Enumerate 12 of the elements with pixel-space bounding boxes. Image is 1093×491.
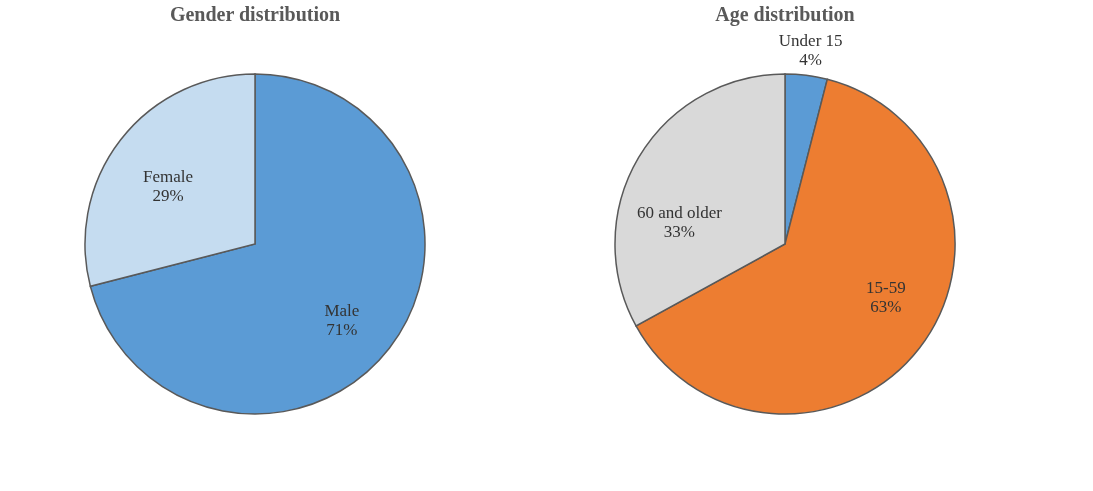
data-label: 63% bbox=[870, 296, 902, 316]
chart-title: Age distribution bbox=[715, 3, 855, 26]
data-label: 29% bbox=[152, 185, 184, 205]
chart-title: Gender distribution bbox=[169, 3, 341, 25]
slice-label: Under 15 bbox=[778, 30, 843, 50]
data-label: 4% bbox=[799, 49, 823, 69]
slice-label: Male bbox=[324, 301, 360, 321]
slice-label: 60 and older bbox=[636, 203, 723, 223]
slice-label: 15-59 bbox=[866, 277, 906, 297]
data-label: 33% bbox=[663, 222, 695, 242]
data-label: 71% bbox=[326, 320, 358, 340]
slice-label: Female bbox=[143, 166, 194, 186]
